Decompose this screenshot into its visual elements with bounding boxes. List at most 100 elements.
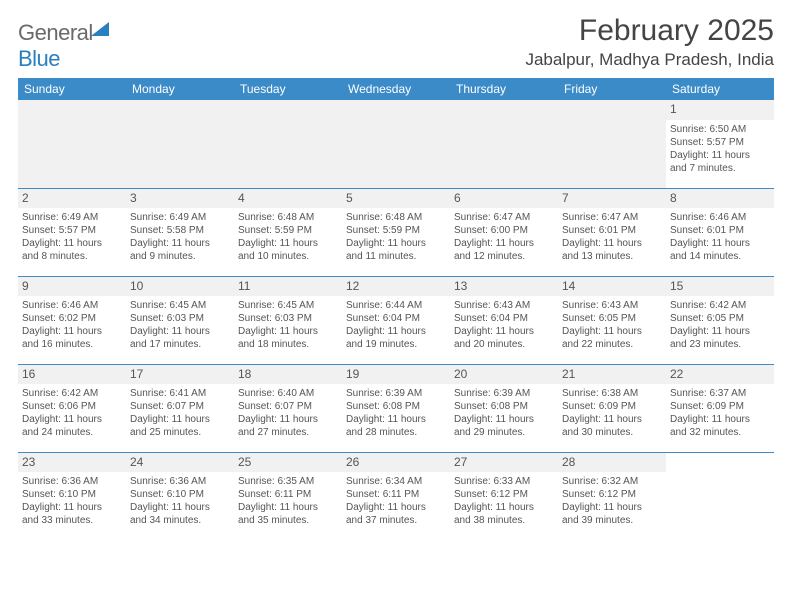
day-cell: 6Sunrise: 6:47 AMSunset: 6:00 PMDaylight… (450, 188, 558, 276)
day-number: 9 (18, 277, 126, 297)
day-info-sunset: Sunset: 5:57 PM (670, 136, 770, 149)
day-info-sunrise: Sunrise: 6:38 AM (562, 387, 662, 400)
day-info-day1: Daylight: 11 hours (670, 149, 770, 162)
day-info-sunrise: Sunrise: 6:46 AM (22, 299, 122, 312)
day-info-sunset: Sunset: 6:01 PM (562, 224, 662, 237)
day-info-day1: Daylight: 11 hours (238, 325, 338, 338)
day-info-sunrise: Sunrise: 6:44 AM (346, 299, 446, 312)
day-cell (18, 100, 126, 188)
day-info-sunset: Sunset: 6:09 PM (670, 400, 770, 413)
day-info-day1: Daylight: 11 hours (22, 237, 122, 250)
day-cell: 2Sunrise: 6:49 AMSunset: 5:57 PMDaylight… (18, 188, 126, 276)
day-info-day1: Daylight: 11 hours (670, 325, 770, 338)
day-info-sunset: Sunset: 6:06 PM (22, 400, 122, 413)
day-info-day2: and 9 minutes. (130, 250, 230, 263)
day-info-sunset: Sunset: 6:07 PM (238, 400, 338, 413)
day-cell (342, 100, 450, 188)
day-info-day2: and 13 minutes. (562, 250, 662, 263)
day-info-day1: Daylight: 11 hours (130, 237, 230, 250)
day-info-sunrise: Sunrise: 6:45 AM (238, 299, 338, 312)
day-info-sunrise: Sunrise: 6:36 AM (130, 475, 230, 488)
calendar-page: General Blue February 2025 Jabalpur, Mad… (0, 0, 792, 540)
day-header-row: Sunday Monday Tuesday Wednesday Thursday… (18, 78, 774, 100)
day-number: 1 (666, 100, 774, 120)
day-info-sunrise: Sunrise: 6:48 AM (346, 211, 446, 224)
day-header: Thursday (450, 78, 558, 100)
day-cell (558, 100, 666, 188)
day-number: 4 (234, 189, 342, 209)
day-number: 19 (342, 365, 450, 385)
day-number: 17 (126, 365, 234, 385)
day-cell: 10Sunrise: 6:45 AMSunset: 6:03 PMDayligh… (126, 276, 234, 364)
day-info-sunset: Sunset: 5:59 PM (346, 224, 446, 237)
day-cell: 11Sunrise: 6:45 AMSunset: 6:03 PMDayligh… (234, 276, 342, 364)
day-info-sunset: Sunset: 6:00 PM (454, 224, 554, 237)
day-info-day2: and 32 minutes. (670, 426, 770, 439)
day-info-day2: and 22 minutes. (562, 338, 662, 351)
day-info-day1: Daylight: 11 hours (346, 237, 446, 250)
day-number: 23 (18, 453, 126, 473)
day-info-day1: Daylight: 11 hours (454, 325, 554, 338)
day-info-sunset: Sunset: 5:58 PM (130, 224, 230, 237)
day-info-day2: and 30 minutes. (562, 426, 662, 439)
day-info-day1: Daylight: 11 hours (22, 501, 122, 514)
day-info-sunrise: Sunrise: 6:50 AM (670, 123, 770, 136)
day-info-sunset: Sunset: 6:11 PM (346, 488, 446, 501)
day-info-day1: Daylight: 11 hours (130, 325, 230, 338)
day-header: Saturday (666, 78, 774, 100)
day-number: 5 (342, 189, 450, 209)
day-number: 25 (234, 453, 342, 473)
day-info-day1: Daylight: 11 hours (346, 501, 446, 514)
day-info-day2: and 16 minutes. (22, 338, 122, 351)
day-cell: 7Sunrise: 6:47 AMSunset: 6:01 PMDaylight… (558, 188, 666, 276)
day-info-sunset: Sunset: 6:03 PM (238, 312, 338, 325)
day-info-day2: and 8 minutes. (22, 250, 122, 263)
day-info-day1: Daylight: 11 hours (454, 237, 554, 250)
day-info-day1: Daylight: 11 hours (346, 413, 446, 426)
day-number: 10 (126, 277, 234, 297)
day-info-sunset: Sunset: 6:09 PM (562, 400, 662, 413)
week-row: 1 Sunrise: 6:50 AMSunset: 5:57 PMDaylight… (18, 100, 774, 188)
day-number: 20 (450, 365, 558, 385)
day-info-day2: and 10 minutes. (238, 250, 338, 263)
brand-part1: General (18, 20, 93, 45)
calendar-table: Sunday Monday Tuesday Wednesday Thursday… (18, 78, 774, 540)
day-cell: 27Sunrise: 6:33 AMSunset: 6:12 PMDayligh… (450, 452, 558, 540)
day-cell: 28Sunrise: 6:32 AMSunset: 6:12 PMDayligh… (558, 452, 666, 540)
day-info-sunset: Sunset: 5:57 PM (22, 224, 122, 237)
brand-part2: Blue (18, 46, 60, 71)
day-header: Tuesday (234, 78, 342, 100)
day-cell: 14Sunrise: 6:43 AMSunset: 6:05 PMDayligh… (558, 276, 666, 364)
day-cell: 26Sunrise: 6:34 AMSunset: 6:11 PMDayligh… (342, 452, 450, 540)
day-info-sunrise: Sunrise: 6:41 AM (130, 387, 230, 400)
day-cell: 20Sunrise: 6:39 AMSunset: 6:08 PMDayligh… (450, 364, 558, 452)
day-cell: 3Sunrise: 6:49 AMSunset: 5:58 PMDaylight… (126, 188, 234, 276)
day-info-day1: Daylight: 11 hours (346, 325, 446, 338)
day-number: 14 (558, 277, 666, 297)
day-info-day2: and 18 minutes. (238, 338, 338, 351)
day-info-day2: and 25 minutes. (130, 426, 230, 439)
day-number: 15 (666, 277, 774, 297)
day-info-day1: Daylight: 11 hours (22, 413, 122, 426)
day-number: 24 (126, 453, 234, 473)
day-cell: 23Sunrise: 6:36 AMSunset: 6:10 PMDayligh… (18, 452, 126, 540)
day-number: 16 (18, 365, 126, 385)
day-info-day2: and 24 minutes. (22, 426, 122, 439)
day-info-day2: and 28 minutes. (346, 426, 446, 439)
day-cell: 12Sunrise: 6:44 AMSunset: 6:04 PMDayligh… (342, 276, 450, 364)
day-info-day1: Daylight: 11 hours (562, 325, 662, 338)
day-header: Sunday (18, 78, 126, 100)
day-info-sunset: Sunset: 6:12 PM (562, 488, 662, 501)
week-row: 2Sunrise: 6:49 AMSunset: 5:57 PMDaylight… (18, 188, 774, 276)
day-cell: 21Sunrise: 6:38 AMSunset: 6:09 PMDayligh… (558, 364, 666, 452)
day-number: 7 (558, 189, 666, 209)
day-info-sunset: Sunset: 6:07 PM (130, 400, 230, 413)
day-cell: 19Sunrise: 6:39 AMSunset: 6:08 PMDayligh… (342, 364, 450, 452)
location: Jabalpur, Madhya Pradesh, India (525, 50, 774, 70)
week-row: 23Sunrise: 6:36 AMSunset: 6:10 PMDayligh… (18, 452, 774, 540)
week-row: 9Sunrise: 6:46 AMSunset: 6:02 PMDaylight… (18, 276, 774, 364)
day-number: 8 (666, 189, 774, 209)
day-info-day1: Daylight: 11 hours (562, 237, 662, 250)
day-info-day2: and 39 minutes. (562, 514, 662, 527)
day-info-sunrise: Sunrise: 6:45 AM (130, 299, 230, 312)
